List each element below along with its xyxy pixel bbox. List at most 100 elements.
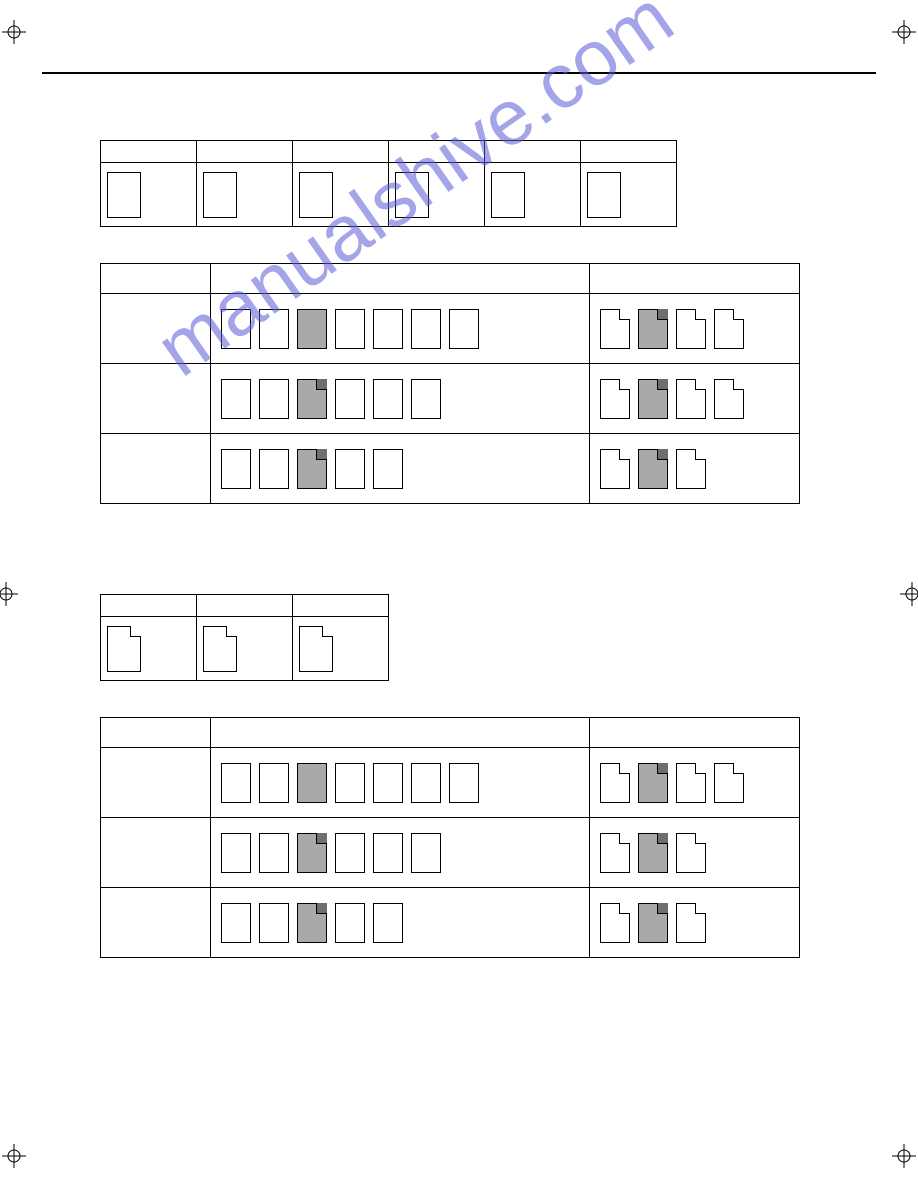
table-cell	[210, 748, 590, 818]
page-icon	[373, 833, 403, 873]
page-icon	[299, 172, 333, 218]
page-icon	[600, 763, 630, 803]
page-icon	[373, 379, 403, 419]
page-icon	[221, 379, 251, 419]
page-icon	[221, 309, 251, 349]
page-icon	[676, 903, 706, 943]
page-icon	[297, 309, 327, 349]
page-icon	[335, 903, 365, 943]
page-icon	[676, 763, 706, 803]
page: manualshive.com	[0, 0, 918, 1188]
page-icon	[107, 626, 141, 672]
col-header	[389, 141, 485, 163]
table-cell	[590, 888, 800, 958]
table-row	[101, 617, 389, 681]
top-sizes-table	[100, 140, 677, 227]
col-header	[581, 141, 677, 163]
table-cell	[210, 818, 590, 888]
page-icon	[638, 309, 668, 349]
table-row	[101, 748, 800, 818]
col-header	[197, 595, 293, 617]
table-cell	[101, 434, 211, 504]
page-icon	[297, 379, 327, 419]
table-row	[101, 888, 800, 958]
page-icon	[600, 379, 630, 419]
table-cell	[101, 163, 197, 227]
table-cell	[485, 163, 581, 227]
page-icon	[221, 833, 251, 873]
page-icon	[411, 763, 441, 803]
page-icon	[259, 449, 289, 489]
crop-mark-icon	[900, 582, 918, 606]
page-icon	[373, 903, 403, 943]
page-icon	[638, 833, 668, 873]
page-icon	[335, 309, 365, 349]
main-table-1	[100, 263, 800, 504]
page-icon	[600, 833, 630, 873]
table-cell	[101, 888, 211, 958]
page-icon	[335, 449, 365, 489]
page-icon	[203, 172, 237, 218]
page-icon	[107, 172, 141, 218]
page-icon	[221, 763, 251, 803]
table-row	[101, 434, 800, 504]
table-row	[101, 595, 389, 617]
page-icon	[299, 626, 333, 672]
page-icon	[714, 763, 744, 803]
table-cell	[210, 364, 590, 434]
table-row	[101, 163, 677, 227]
table-cell	[210, 888, 590, 958]
table-cell	[101, 364, 211, 434]
table-cell	[590, 364, 800, 434]
page-icon	[676, 379, 706, 419]
col-header	[210, 718, 590, 748]
crop-mark-icon	[0, 582, 18, 606]
table-cell	[101, 617, 197, 681]
page-icon	[411, 379, 441, 419]
page-icon	[297, 833, 327, 873]
col-header	[293, 141, 389, 163]
page-icon	[335, 379, 365, 419]
table-cell	[389, 163, 485, 227]
page-icon	[411, 833, 441, 873]
col-header	[210, 264, 590, 294]
header-rule	[42, 72, 876, 74]
crop-mark-icon	[2, 20, 26, 44]
icons-row	[600, 833, 789, 873]
page-icon	[221, 449, 251, 489]
page-icon	[638, 449, 668, 489]
page-icon	[638, 763, 668, 803]
col-header	[590, 718, 800, 748]
table-cell	[101, 818, 211, 888]
table-cell	[210, 294, 590, 364]
crop-mark-icon	[2, 1144, 26, 1168]
page-icon	[259, 833, 289, 873]
main-table-2	[100, 717, 800, 958]
page-icon	[600, 309, 630, 349]
page-icon	[297, 763, 327, 803]
page-icon	[373, 309, 403, 349]
page-icon	[491, 172, 525, 218]
table-cell	[210, 434, 590, 504]
table-cell	[590, 434, 800, 504]
table-cell	[293, 617, 389, 681]
table-row	[101, 818, 800, 888]
page-icon	[259, 903, 289, 943]
page-icon	[395, 172, 429, 218]
icons-row	[600, 379, 789, 419]
page-icon	[600, 449, 630, 489]
page-icon	[259, 309, 289, 349]
page-icon	[714, 379, 744, 419]
icons-row	[221, 309, 580, 349]
page-icon	[259, 379, 289, 419]
col-header	[101, 718, 211, 748]
page-icon	[373, 449, 403, 489]
table-cell	[197, 617, 293, 681]
col-header	[101, 595, 197, 617]
page-icon	[676, 833, 706, 873]
icons-row	[221, 449, 580, 489]
icons-row	[600, 449, 789, 489]
mid-sizes-table	[100, 594, 389, 681]
table-row	[101, 718, 800, 748]
table-row	[101, 264, 800, 294]
